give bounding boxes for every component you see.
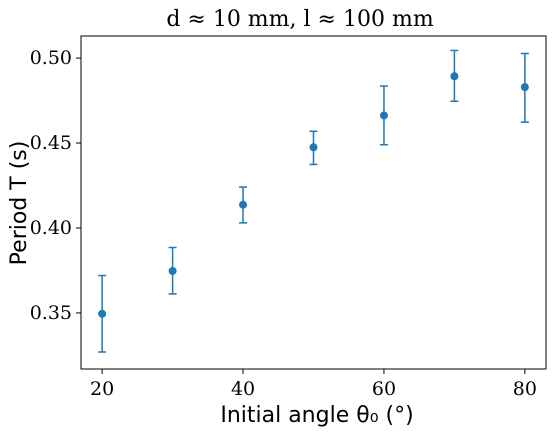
y-axis-label: Period T (s) [7,141,32,266]
data-point [450,72,459,81]
data-point [379,111,388,120]
data-point [168,266,177,275]
data-point [98,309,107,318]
chart-title: d ≈ 10 mm, l ≈ 100 mm [166,7,434,32]
x-tick-label: 40 [231,378,255,400]
x-tick-label: 60 [372,378,396,400]
data-point [309,143,318,152]
y-tick-label: 0.45 [30,132,72,154]
plot-area [80,35,547,370]
x-axis-label: Initial angle θ₀ (°) [220,403,413,428]
y-tick-label: 0.35 [30,302,72,324]
x-tick-label: 80 [513,378,537,400]
x-tick-label: 20 [90,378,114,400]
data-point [520,83,529,92]
data-point [239,200,248,209]
y-tick-label: 0.50 [30,47,72,69]
y-tick-label: 0.40 [30,217,72,239]
